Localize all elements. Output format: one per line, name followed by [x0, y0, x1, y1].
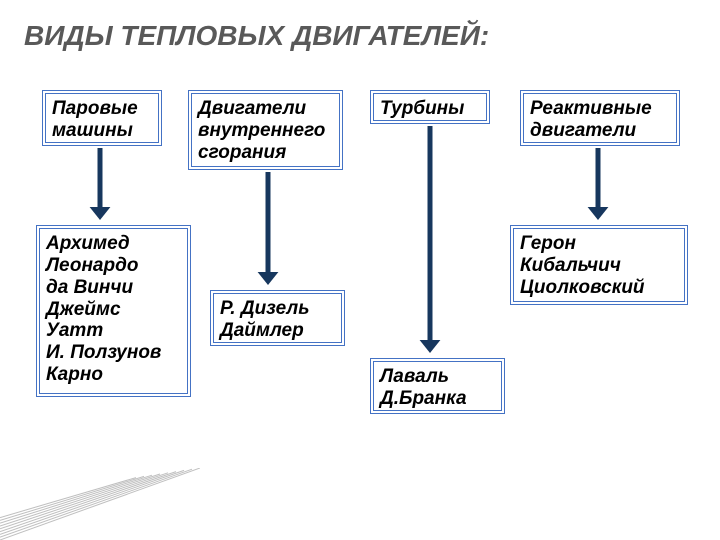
slide-title: ВИДЫ ТЕПЛОВЫХ ДВИГАТЕЛЕЙ: — [24, 20, 489, 52]
box-jet-inventors: Герон Кибальчич Циолковский — [510, 225, 688, 305]
box-turbines: Турбины — [370, 90, 490, 124]
box-steam-engines: Паровые машины — [42, 90, 162, 146]
diagram-stage: { "title": { "text": "ВИДЫ ТЕПЛОВЫХ ДВИГ… — [0, 0, 720, 540]
corner-decor — [0, 468, 200, 540]
box-jet-engines: Реактивные двигатели — [520, 90, 680, 146]
box-steam-inventors: Архимед Леонардо да Винчи Джеймс Уатт И.… — [36, 225, 191, 397]
box-internal-combustion: Двигатели внутреннего сгорания — [188, 90, 343, 170]
box-turbine-inventors: Лаваль Д.Бранка — [370, 358, 505, 414]
box-ice-inventors: Р. Дизель Даймлер — [210, 290, 345, 346]
